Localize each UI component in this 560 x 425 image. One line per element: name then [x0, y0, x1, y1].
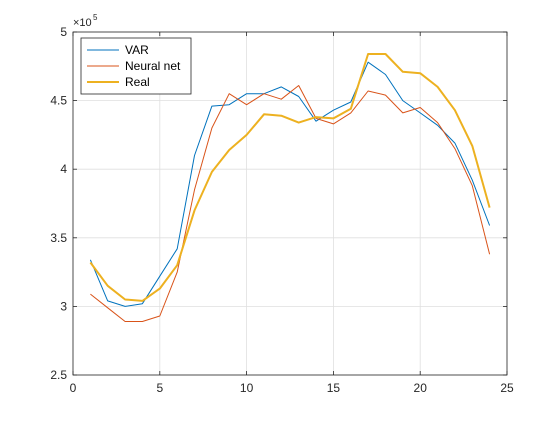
y-tick-label: 2.5: [50, 368, 67, 382]
ticks: [72, 31, 508, 376]
series-line-real: [89, 53, 491, 302]
x-tick-label: 5: [156, 381, 163, 395]
legend: VAR Neural net Real: [80, 37, 192, 95]
y-tick-label: 4.5: [50, 94, 67, 108]
y-tick-label: 5: [60, 25, 67, 39]
exponent-base: ×10: [73, 17, 92, 29]
x-tick-label: 15: [327, 381, 341, 395]
series-lines: [89, 53, 491, 322]
exponent-power: 5: [93, 13, 98, 22]
y-tick-label: 4: [60, 162, 67, 176]
legend-label: VAR: [125, 43, 149, 57]
x-tick-label: 25: [500, 381, 514, 395]
tick-labels: 0 5 10 15 20 25 2.5 3 3.5 4 4.5 5: [50, 25, 514, 395]
legend-label: Real: [125, 75, 150, 89]
x-tick-label: 20: [414, 381, 428, 395]
y-exponent-label: ×10 5: [73, 13, 98, 29]
y-tick-label: 3.5: [50, 231, 67, 245]
series-line-var: [89, 61, 491, 307]
legend-label: Neural net: [125, 59, 181, 73]
axes-box: [72, 31, 508, 376]
x-tick-label: 10: [240, 381, 254, 395]
series-line-neural-net: [90, 85, 491, 322]
y-tick-label: 3: [60, 299, 67, 313]
grid: [72, 31, 508, 376]
x-tick-label: 0: [70, 381, 77, 395]
